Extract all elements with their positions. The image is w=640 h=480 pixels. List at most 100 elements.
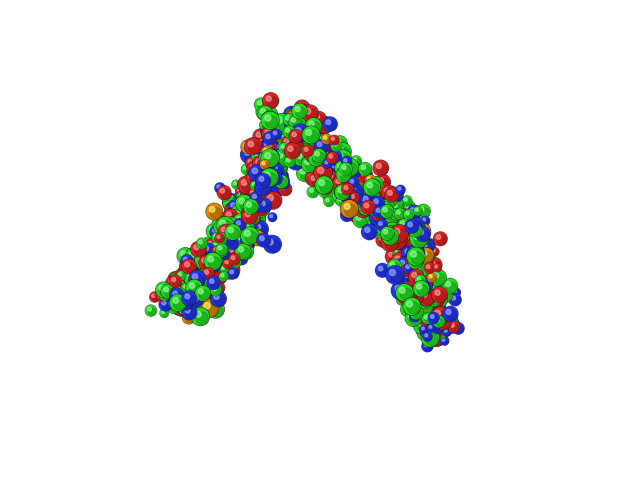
Circle shape: [409, 218, 424, 233]
Circle shape: [412, 249, 424, 261]
Circle shape: [204, 247, 219, 262]
Circle shape: [306, 149, 316, 158]
Circle shape: [271, 145, 284, 157]
Circle shape: [214, 272, 227, 284]
Circle shape: [318, 165, 324, 172]
Circle shape: [369, 189, 376, 196]
Circle shape: [255, 196, 262, 203]
Circle shape: [438, 322, 445, 330]
Circle shape: [406, 224, 417, 235]
Circle shape: [264, 178, 273, 187]
Circle shape: [243, 239, 248, 244]
Circle shape: [303, 143, 316, 156]
Circle shape: [431, 248, 438, 255]
Circle shape: [298, 155, 301, 159]
Circle shape: [385, 196, 396, 206]
Circle shape: [265, 173, 277, 185]
Circle shape: [173, 277, 184, 289]
Circle shape: [239, 256, 247, 264]
Circle shape: [380, 199, 396, 215]
Circle shape: [402, 260, 405, 264]
Circle shape: [409, 236, 423, 250]
Circle shape: [196, 274, 202, 279]
Circle shape: [242, 241, 251, 251]
Circle shape: [410, 298, 422, 310]
Circle shape: [301, 129, 310, 138]
Circle shape: [246, 168, 263, 186]
Circle shape: [244, 231, 252, 239]
Circle shape: [403, 247, 411, 255]
Circle shape: [382, 204, 391, 213]
Circle shape: [407, 303, 415, 311]
Circle shape: [410, 303, 424, 319]
Circle shape: [388, 227, 400, 239]
Circle shape: [293, 144, 301, 152]
Circle shape: [223, 240, 234, 251]
Circle shape: [285, 132, 301, 148]
Circle shape: [187, 290, 199, 303]
Circle shape: [199, 274, 215, 289]
Circle shape: [269, 154, 282, 167]
Circle shape: [249, 210, 252, 214]
Circle shape: [411, 282, 420, 292]
Circle shape: [330, 162, 340, 172]
Circle shape: [407, 247, 425, 265]
Circle shape: [430, 270, 439, 279]
Circle shape: [211, 227, 221, 238]
Circle shape: [297, 154, 302, 159]
Circle shape: [225, 224, 241, 240]
Circle shape: [396, 222, 402, 227]
Circle shape: [449, 294, 461, 306]
Circle shape: [223, 195, 239, 211]
Circle shape: [262, 126, 277, 142]
Circle shape: [433, 264, 441, 272]
Circle shape: [275, 121, 288, 134]
Circle shape: [174, 281, 186, 293]
Circle shape: [281, 130, 293, 143]
Circle shape: [279, 135, 287, 143]
Circle shape: [268, 159, 273, 164]
Circle shape: [239, 233, 248, 242]
Circle shape: [241, 140, 254, 154]
Circle shape: [311, 158, 327, 174]
Circle shape: [261, 111, 279, 129]
Circle shape: [196, 285, 205, 294]
Circle shape: [212, 228, 216, 232]
Circle shape: [356, 215, 362, 220]
Circle shape: [248, 212, 257, 220]
Circle shape: [179, 274, 185, 279]
Circle shape: [429, 313, 439, 322]
Circle shape: [288, 139, 296, 147]
Circle shape: [217, 185, 220, 188]
Circle shape: [342, 157, 351, 166]
Circle shape: [405, 204, 410, 208]
Circle shape: [255, 204, 268, 216]
Circle shape: [264, 235, 282, 253]
Circle shape: [237, 200, 243, 206]
Circle shape: [419, 269, 433, 283]
Circle shape: [245, 186, 262, 204]
Circle shape: [293, 131, 302, 140]
Circle shape: [451, 296, 456, 300]
Circle shape: [211, 286, 221, 295]
Circle shape: [246, 237, 248, 239]
Circle shape: [293, 120, 309, 136]
Circle shape: [253, 183, 257, 188]
Circle shape: [188, 274, 198, 284]
Circle shape: [223, 217, 240, 233]
Circle shape: [303, 159, 308, 163]
Circle shape: [303, 139, 319, 154]
Circle shape: [189, 275, 202, 288]
Circle shape: [285, 143, 300, 159]
Circle shape: [440, 316, 451, 327]
Circle shape: [343, 180, 353, 190]
Circle shape: [412, 263, 418, 268]
Circle shape: [260, 160, 269, 168]
Circle shape: [415, 277, 430, 292]
Circle shape: [261, 175, 274, 187]
Circle shape: [398, 225, 414, 241]
Circle shape: [400, 295, 404, 298]
Circle shape: [183, 312, 195, 324]
Circle shape: [282, 127, 285, 130]
Circle shape: [358, 185, 374, 200]
